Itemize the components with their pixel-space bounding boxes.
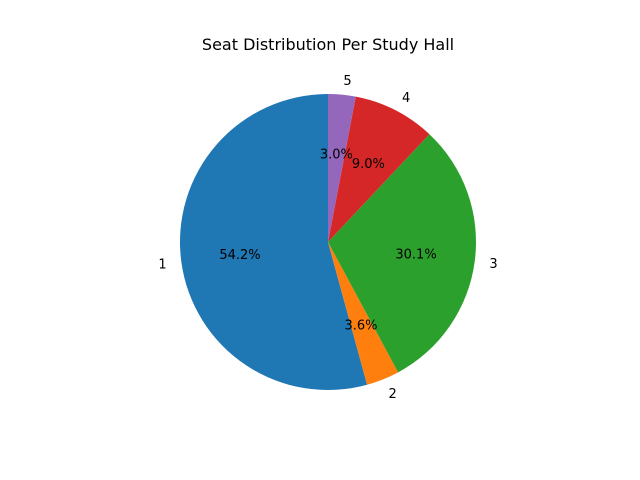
percent-label-4: 9.0% bbox=[352, 157, 385, 172]
percent-label-1: 54.2% bbox=[219, 248, 260, 263]
category-label-2: 2 bbox=[388, 387, 396, 402]
pie-slice-2 bbox=[328, 242, 399, 385]
category-label-5: 5 bbox=[343, 74, 351, 89]
percent-label-2: 3.6% bbox=[344, 318, 377, 333]
category-label-3: 3 bbox=[489, 257, 497, 272]
percent-label-5: 3.0% bbox=[320, 148, 353, 163]
chart-title: Seat Distribution Per Study Hall bbox=[202, 35, 454, 54]
pie-slices bbox=[180, 94, 477, 390]
pie-slice-3 bbox=[328, 134, 477, 373]
percent-label-3: 30.1% bbox=[395, 248, 436, 263]
category-label-1: 1 bbox=[158, 258, 166, 273]
category-label-4: 4 bbox=[402, 91, 410, 106]
pie-slice-5 bbox=[328, 94, 356, 242]
pie-slice-4 bbox=[328, 96, 430, 242]
pie-labels: 1 54.2% 2 3.6% 3 30.1% 4 9.0% 5 3.0% bbox=[158, 74, 497, 402]
pie-slice-1 bbox=[180, 94, 368, 390]
